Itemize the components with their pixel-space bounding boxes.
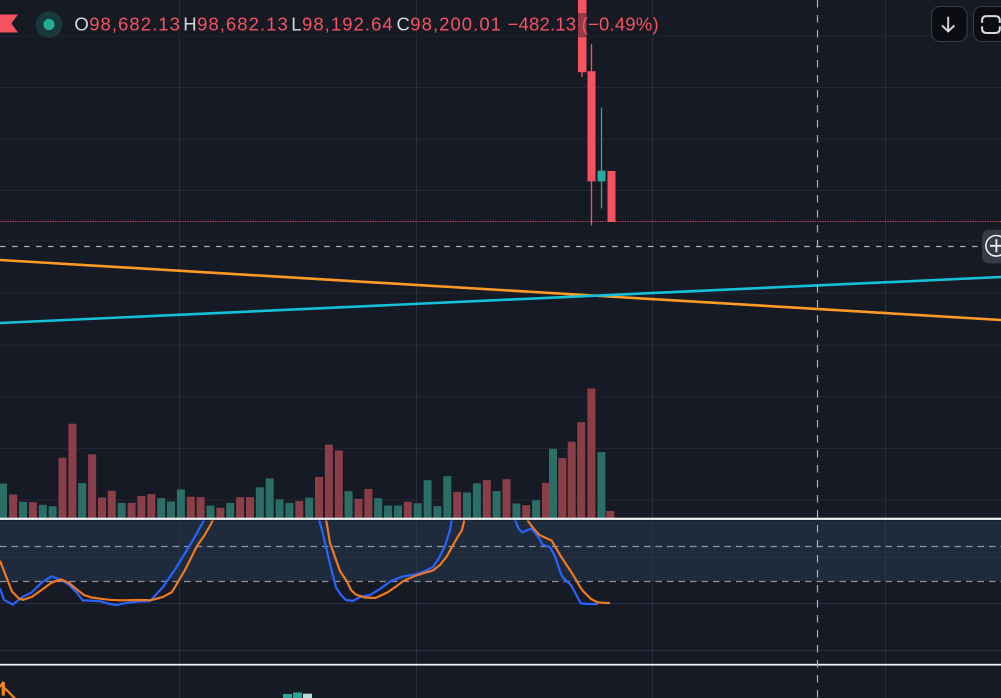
svg-text:L98,192.64: L98,192.64 xyxy=(291,14,393,35)
svg-text:C98,200.01: C98,200.01 xyxy=(397,14,503,35)
svg-text:O98,682.13: O98,682.13 xyxy=(74,14,181,35)
svg-text:H98,682.13: H98,682.13 xyxy=(183,14,289,35)
svg-text:−482.13 (−0.49%): −482.13 (−0.49%) xyxy=(508,14,659,35)
